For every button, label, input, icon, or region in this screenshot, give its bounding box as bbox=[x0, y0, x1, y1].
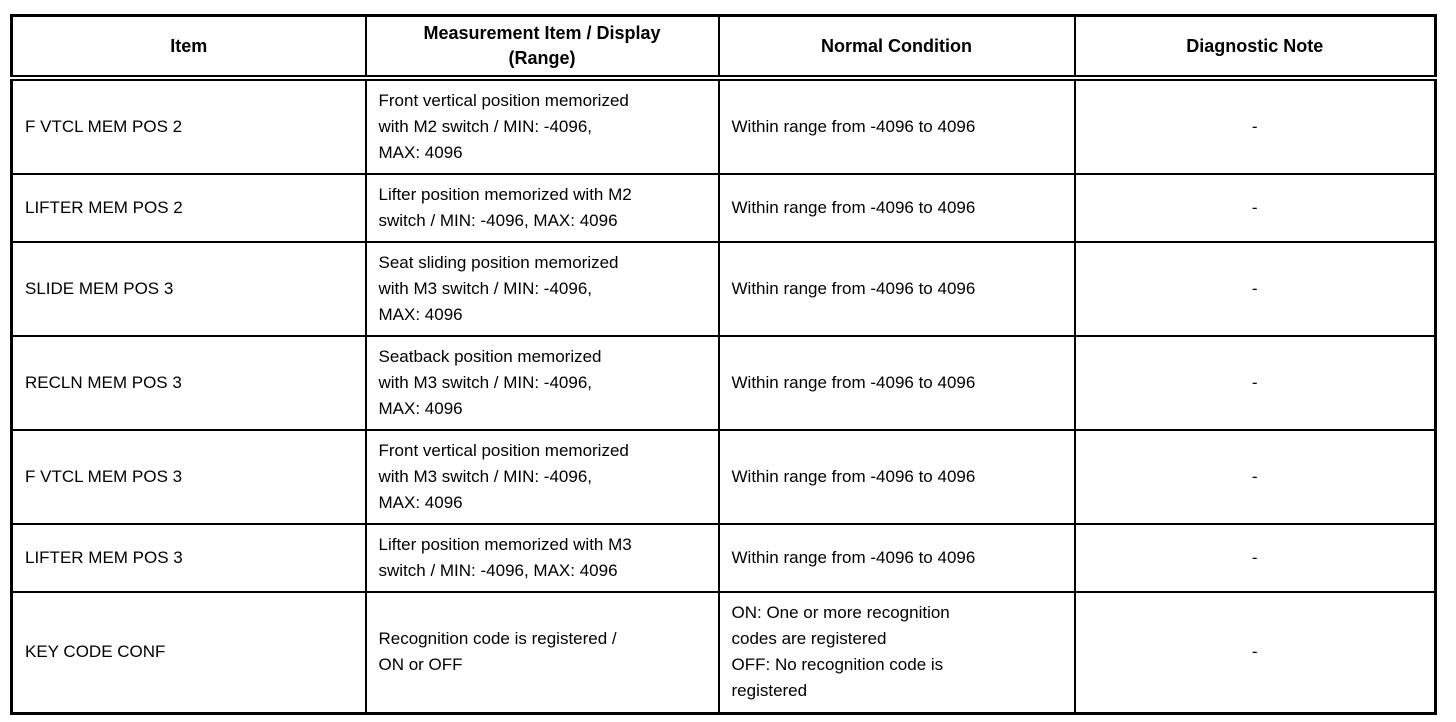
normal-condition-cell: Within range from -4096 to 4096 bbox=[717, 77, 1076, 175]
table-row: F VTCL MEM POS 3 Front vertical position… bbox=[10, 429, 1437, 525]
normal-condition-cell: ON: One or more recognition codes are re… bbox=[717, 591, 1076, 714]
measurement-cell: Seat sliding position memorized with M3 … bbox=[364, 241, 720, 337]
normal-condition-cell: Within range from -4096 to 4096 bbox=[717, 241, 1076, 337]
item-cell: F VTCL MEM POS 3 bbox=[10, 429, 367, 525]
diagnostic-note-cell: - bbox=[1073, 591, 1437, 714]
column-header-item: Item bbox=[10, 14, 367, 81]
header-row: Item Measurement Item / Display (Range) … bbox=[10, 14, 1437, 81]
column-header-normal-condition: Normal Condition bbox=[717, 14, 1076, 81]
measurement-cell: Front vertical position memorized with M… bbox=[364, 77, 720, 175]
normal-condition-cell: Within range from -4096 to 4096 bbox=[717, 523, 1076, 593]
table-row: KEY CODE CONF Recognition code is regist… bbox=[10, 591, 1437, 714]
table-row: SLIDE MEM POS 3 Seat sliding position me… bbox=[10, 241, 1437, 337]
normal-condition-cell: Within range from -4096 to 4096 bbox=[717, 173, 1076, 243]
item-cell: SLIDE MEM POS 3 bbox=[10, 241, 367, 337]
measurement-cell: Seatback position memorized with M3 swit… bbox=[364, 335, 720, 431]
diagnostic-note-cell: - bbox=[1073, 523, 1437, 593]
table-row: RECLN MEM POS 3 Seatback position memori… bbox=[10, 335, 1437, 431]
table-row: LIFTER MEM POS 3 Lifter position memoriz… bbox=[10, 523, 1437, 593]
table-row: LIFTER MEM POS 2 Lifter position memoriz… bbox=[10, 173, 1437, 243]
column-header-measurement: Measurement Item / Display (Range) bbox=[364, 14, 720, 81]
diagnostic-note-cell: - bbox=[1073, 335, 1437, 431]
diagnostic-note-cell: - bbox=[1073, 429, 1437, 525]
diagnostic-note-cell: - bbox=[1073, 241, 1437, 337]
diagnostic-note-cell: - bbox=[1073, 173, 1437, 243]
measurement-cell: Recognition code is registered / ON or O… bbox=[364, 591, 720, 714]
normal-condition-cell: Within range from -4096 to 4096 bbox=[717, 335, 1076, 431]
item-cell: KEY CODE CONF bbox=[10, 591, 367, 714]
measurement-cell: Front vertical position memorized with M… bbox=[364, 429, 720, 525]
diagnostic-note-cell: - bbox=[1073, 77, 1437, 175]
normal-condition-cell: Within range from -4096 to 4096 bbox=[717, 429, 1076, 525]
diagnostic-data-table: Item Measurement Item / Display (Range) … bbox=[10, 14, 1437, 715]
item-cell: RECLN MEM POS 3 bbox=[10, 335, 367, 431]
item-cell: LIFTER MEM POS 2 bbox=[10, 173, 367, 243]
measurement-cell: Lifter position memorized with M2 switch… bbox=[364, 173, 720, 243]
measurement-cell: Lifter position memorized with M3 switch… bbox=[364, 523, 720, 593]
table-row: F VTCL MEM POS 2 Front vertical position… bbox=[10, 77, 1437, 175]
item-cell: LIFTER MEM POS 3 bbox=[10, 523, 367, 593]
column-header-diagnostic-note: Diagnostic Note bbox=[1073, 14, 1437, 81]
item-cell: F VTCL MEM POS 2 bbox=[10, 77, 367, 175]
